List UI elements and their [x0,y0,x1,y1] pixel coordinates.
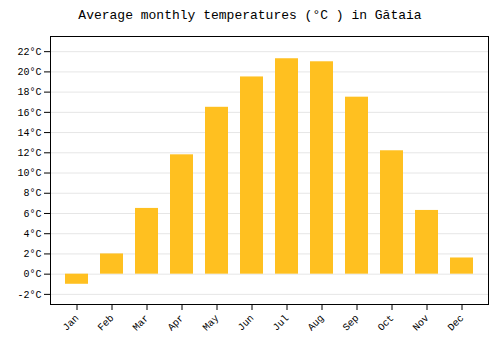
svg-text:Jan: Jan [61,313,82,334]
svg-text:Nov: Nov [411,313,432,334]
svg-text:4°C: 4°C [23,229,41,240]
svg-text:8°C: 8°C [23,188,41,199]
svg-text:12°C: 12°C [17,148,41,159]
svg-text:20°C: 20°C [17,67,41,78]
svg-text:Feb: Feb [96,313,117,334]
svg-text:16°C: 16°C [17,108,41,119]
svg-text:Apr: Apr [166,313,187,334]
svg-text:2°C: 2°C [23,249,41,260]
svg-text:22°C: 22°C [17,47,41,58]
svg-text:6°C: 6°C [23,209,41,220]
svg-text:-2°C: -2°C [17,290,41,301]
svg-text:0°C: 0°C [23,269,41,280]
svg-text:May: May [201,313,222,334]
svg-text:Jun: Jun [236,313,257,334]
svg-text:18°C: 18°C [17,87,41,98]
svg-text:10°C: 10°C [17,168,41,179]
svg-text:Mar: Mar [131,313,152,334]
svg-text:Sep: Sep [341,313,362,334]
svg-text:14°C: 14°C [17,128,41,139]
html-text:Average monthly temperatures (: Average monthly temperatures (°C ) in Gă… [78,8,422,23]
svg-text:Aug: Aug [306,313,327,334]
svg-text:Jul: Jul [271,313,292,334]
svg-text:Oct: Oct [376,313,397,334]
svg-text:Dec: Dec [446,313,467,334]
